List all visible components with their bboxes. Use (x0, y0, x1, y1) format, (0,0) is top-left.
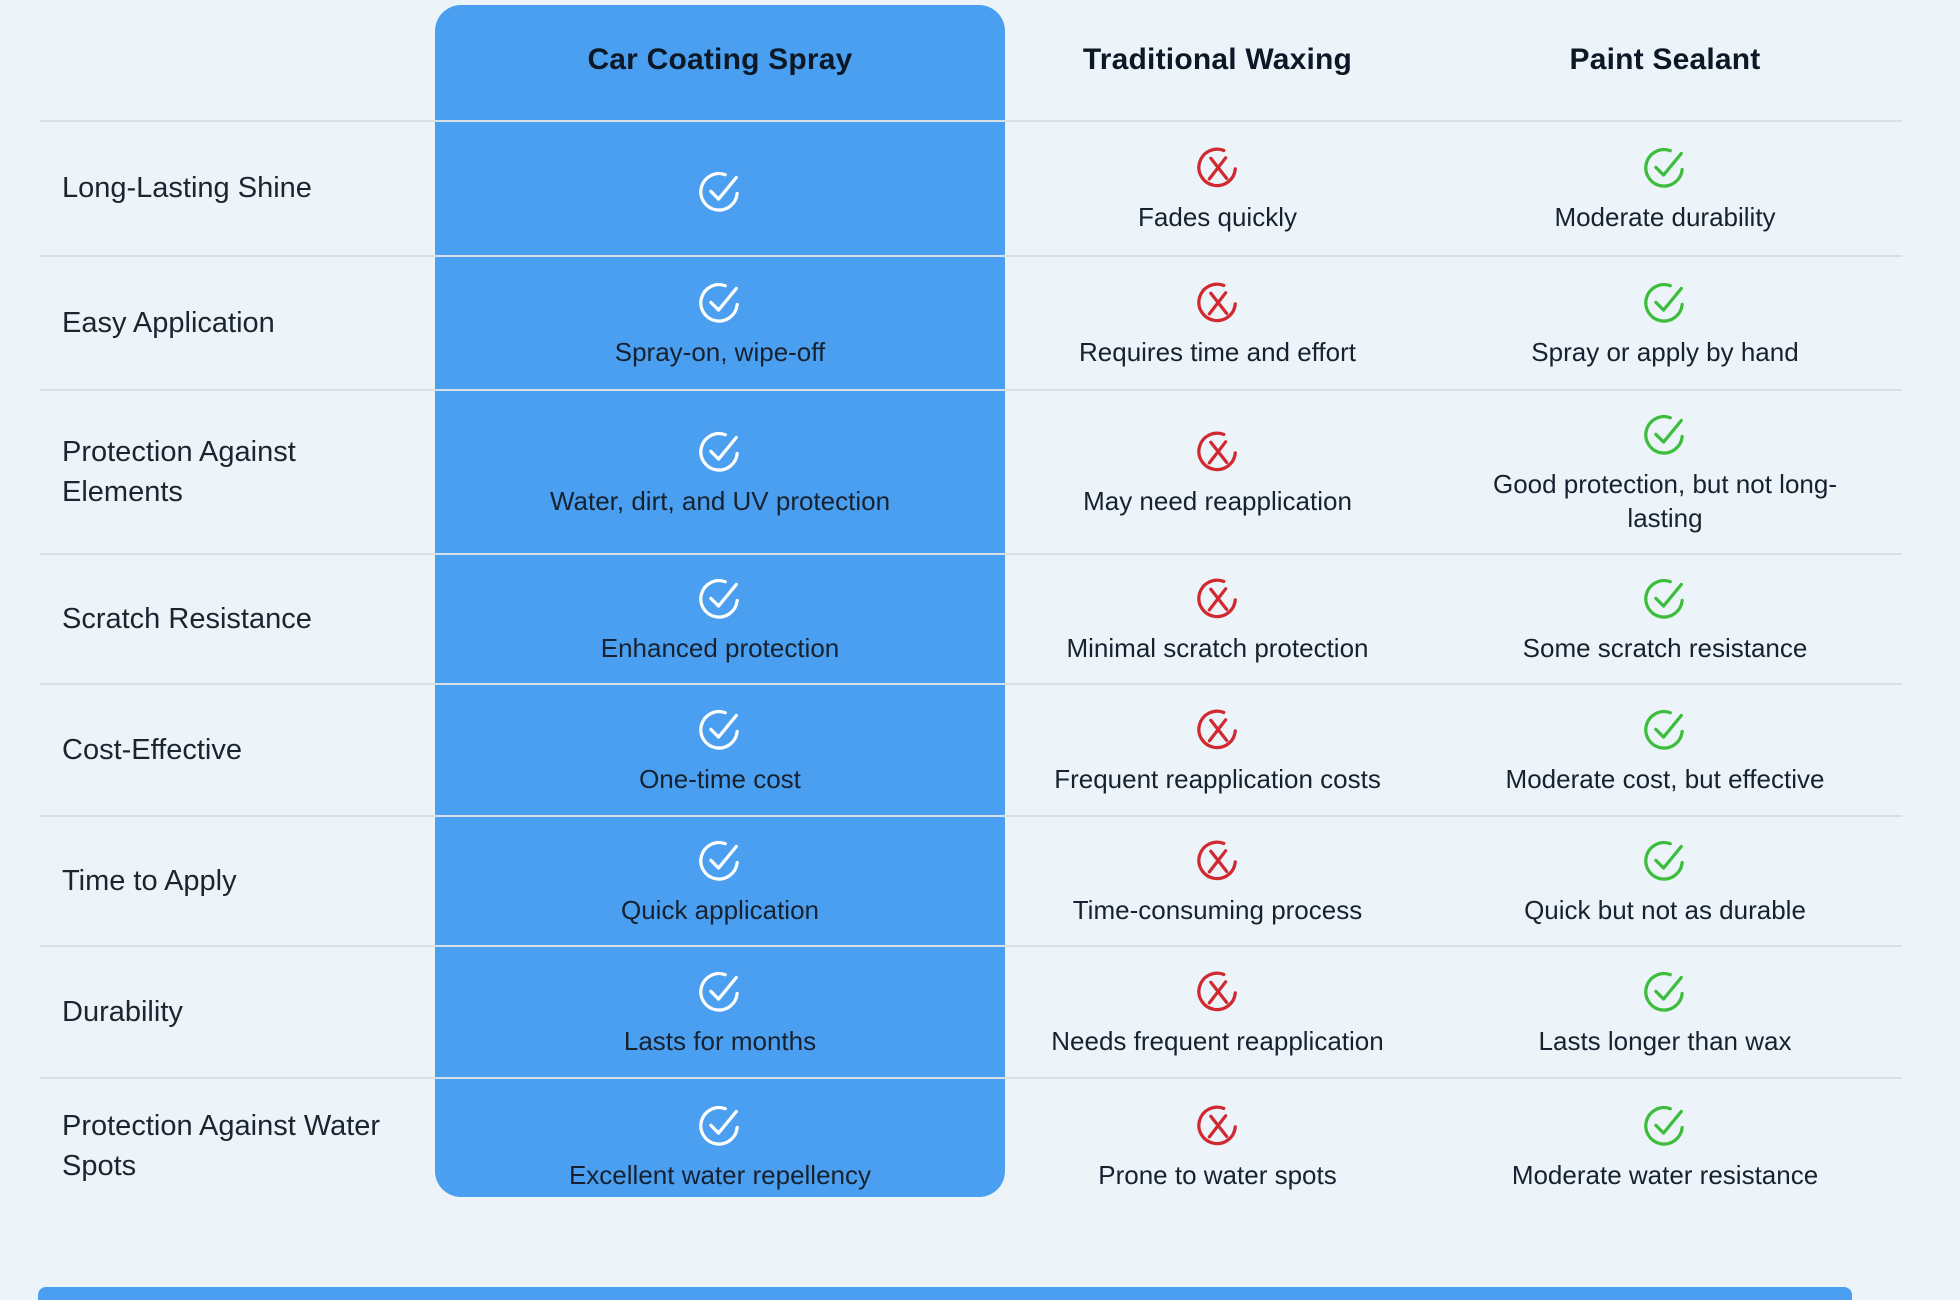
feature-label: Durability (62, 995, 183, 1028)
cell-note: Good protection, but not long-lasting (1492, 469, 1837, 533)
table-row: Durability Lasts for months Needs freque… (40, 945, 1902, 1077)
column-title-paint-sealant: Paint Sealant (1569, 43, 1761, 76)
check-circle-icon (697, 573, 743, 619)
check-circle-icon (1642, 142, 1688, 188)
cell-note: Requires time and effort (1079, 336, 1356, 367)
cross-circle-icon (1195, 277, 1241, 323)
check-circle-icon (1642, 835, 1688, 881)
bottom-partial-bar (38, 1287, 1852, 1300)
feature-label: Time to Apply (62, 864, 237, 897)
check-circle-icon (1642, 966, 1688, 1012)
comparison-table: Car Coating Spray Traditional Waxing Pai… (40, 0, 1902, 1213)
table-row: Cost-Effective One-time cost Frequent re… (40, 683, 1902, 815)
cross-circle-icon (1195, 142, 1241, 188)
header-row: Car Coating Spray Traditional Waxing Pai… (40, 0, 1902, 120)
cell-note: One-time cost (639, 763, 801, 794)
cell-note: Minimal scratch protection (1066, 632, 1369, 663)
cell-note: Spray-on, wipe-off (614, 336, 826, 367)
check-circle-icon (1642, 573, 1688, 619)
feature-label: Long-Lasting Shine (62, 172, 312, 205)
header-traditional-waxing: Traditional Waxing (1005, 0, 1430, 120)
feature-label: Easy Application (62, 306, 275, 339)
cell-note: Moderate durability (1554, 202, 1776, 233)
header-paint-sealant: Paint Sealant (1430, 0, 1900, 120)
cross-circle-icon (1195, 704, 1241, 750)
cell-note: Quick but not as durable (1524, 894, 1806, 925)
cell-note: Water, dirt, and UV protection (549, 485, 891, 516)
table-row: Time to Apply Quick application Time-con… (40, 815, 1902, 945)
check-circle-icon (697, 835, 743, 881)
cell-note: Needs frequent reapplication (1051, 1025, 1384, 1056)
cross-circle-icon (1195, 966, 1241, 1012)
cell-note: Excellent water repellency (568, 1159, 872, 1190)
cell-note: Some scratch resistance (1522, 632, 1808, 663)
table-row: Protection Against Water Spots Excellent… (40, 1077, 1902, 1213)
column-title-car-coating-spray: Car Coating Spray (587, 43, 853, 76)
cell-note: Lasts for months (623, 1025, 817, 1056)
cell-note: May need reapplication (1083, 485, 1352, 516)
cross-circle-icon (1195, 835, 1241, 881)
header-feature-cell (40, 0, 435, 120)
cell-note: Fades quickly (1138, 202, 1297, 233)
check-circle-icon (1642, 704, 1688, 750)
cell-note: Quick application (621, 894, 819, 925)
cross-circle-icon (1195, 573, 1241, 619)
check-circle-icon (1642, 409, 1688, 455)
header-car-coating-spray: Car Coating Spray (435, 0, 1005, 120)
feature-label: Protection Against Water Spots (62, 1109, 381, 1182)
cell-note: Time-consuming process (1072, 894, 1363, 925)
cross-circle-icon (1195, 426, 1241, 472)
cell-note: Frequent reapplication costs (1054, 763, 1381, 794)
cell-note: Enhanced protection (600, 632, 840, 663)
cross-circle-icon (1195, 1100, 1241, 1146)
table-row: Long-Lasting Shine Fades quickly Moderat… (40, 120, 1902, 255)
check-circle-icon (697, 277, 743, 323)
cell-note: Moderate cost, but effective (1505, 763, 1825, 794)
table-row: Protection Against Elements Water, dirt,… (40, 389, 1902, 553)
check-circle-icon (697, 166, 743, 212)
cell-note: Moderate water resistance (1511, 1159, 1819, 1190)
check-circle-icon (697, 426, 743, 472)
check-circle-icon (1642, 1100, 1688, 1146)
feature-label: Cost-Effective (62, 733, 242, 766)
check-circle-icon (697, 966, 743, 1012)
table-row: Scratch Resistance Enhanced protection M… (40, 553, 1902, 683)
feature-label: Scratch Resistance (62, 602, 312, 635)
table-row: Easy Application Spray-on, wipe-off Requ… (40, 255, 1902, 389)
feature-label: Protection Against Elements (62, 435, 296, 508)
check-circle-icon (697, 1100, 743, 1146)
check-circle-icon (1642, 277, 1688, 323)
column-title-traditional-waxing: Traditional Waxing (1082, 43, 1353, 76)
check-circle-icon (697, 704, 743, 750)
cell-note: Prone to water spots (1098, 1159, 1337, 1190)
cell-note: Lasts longer than wax (1538, 1025, 1792, 1056)
cell-note: Spray or apply by hand (1531, 336, 1799, 367)
